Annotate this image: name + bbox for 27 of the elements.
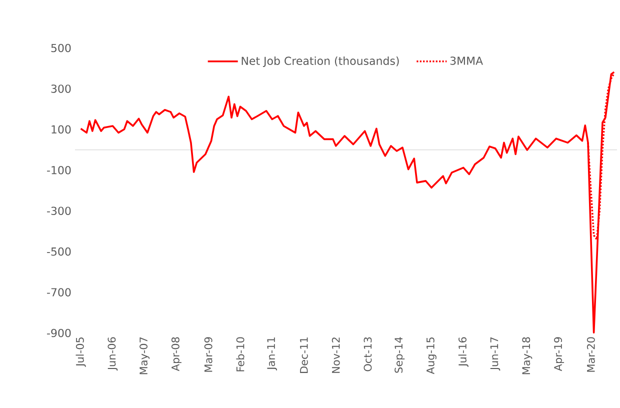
y-tick-label: 300 [51, 84, 71, 93]
x-tick-label: Jun-17 [490, 337, 500, 371]
x-tick-label: Feb-10 [236, 337, 244, 372]
x-tick-label: Nov-12 [332, 338, 340, 373]
x-tick-label: Jul-16 [458, 337, 468, 367]
x-tick-label: May-07 [140, 337, 150, 374]
y-tick-label: -700 [47, 288, 71, 296]
x-tick-label: Dec-11 [300, 338, 308, 373]
x-tick-label: Mar-20 [586, 337, 595, 372]
y-tick-label: 100 [52, 125, 71, 134]
legend-label: 3MMA [450, 56, 483, 65]
x-tick-label: Oct-13 [364, 337, 372, 372]
x-tick-label: Jan-11 [267, 338, 277, 370]
x-tick-label: Apr-19 [554, 337, 564, 372]
x-tick-label: Jul-05 [76, 337, 86, 367]
x-tick-label: Mar-09 [204, 337, 212, 372]
y-tick-label: 500 [51, 44, 71, 52]
y-tick-label: -300 [47, 206, 71, 216]
x-tick-label: Apr-08 [171, 337, 182, 372]
x-tick-label: May-18 [522, 337, 532, 374]
x-tick-label: Aug-15 [426, 337, 436, 374]
y-tick-label: -100 [47, 166, 71, 174]
x-tick-label: Jun-06 [108, 337, 118, 371]
x-tick-label: Sep-14 [394, 337, 405, 373]
y-tick-label: -900 [47, 328, 71, 338]
y-tick-label: -500 [47, 247, 71, 256]
legend-label: Net Job Creation (thousands) [242, 56, 399, 68]
